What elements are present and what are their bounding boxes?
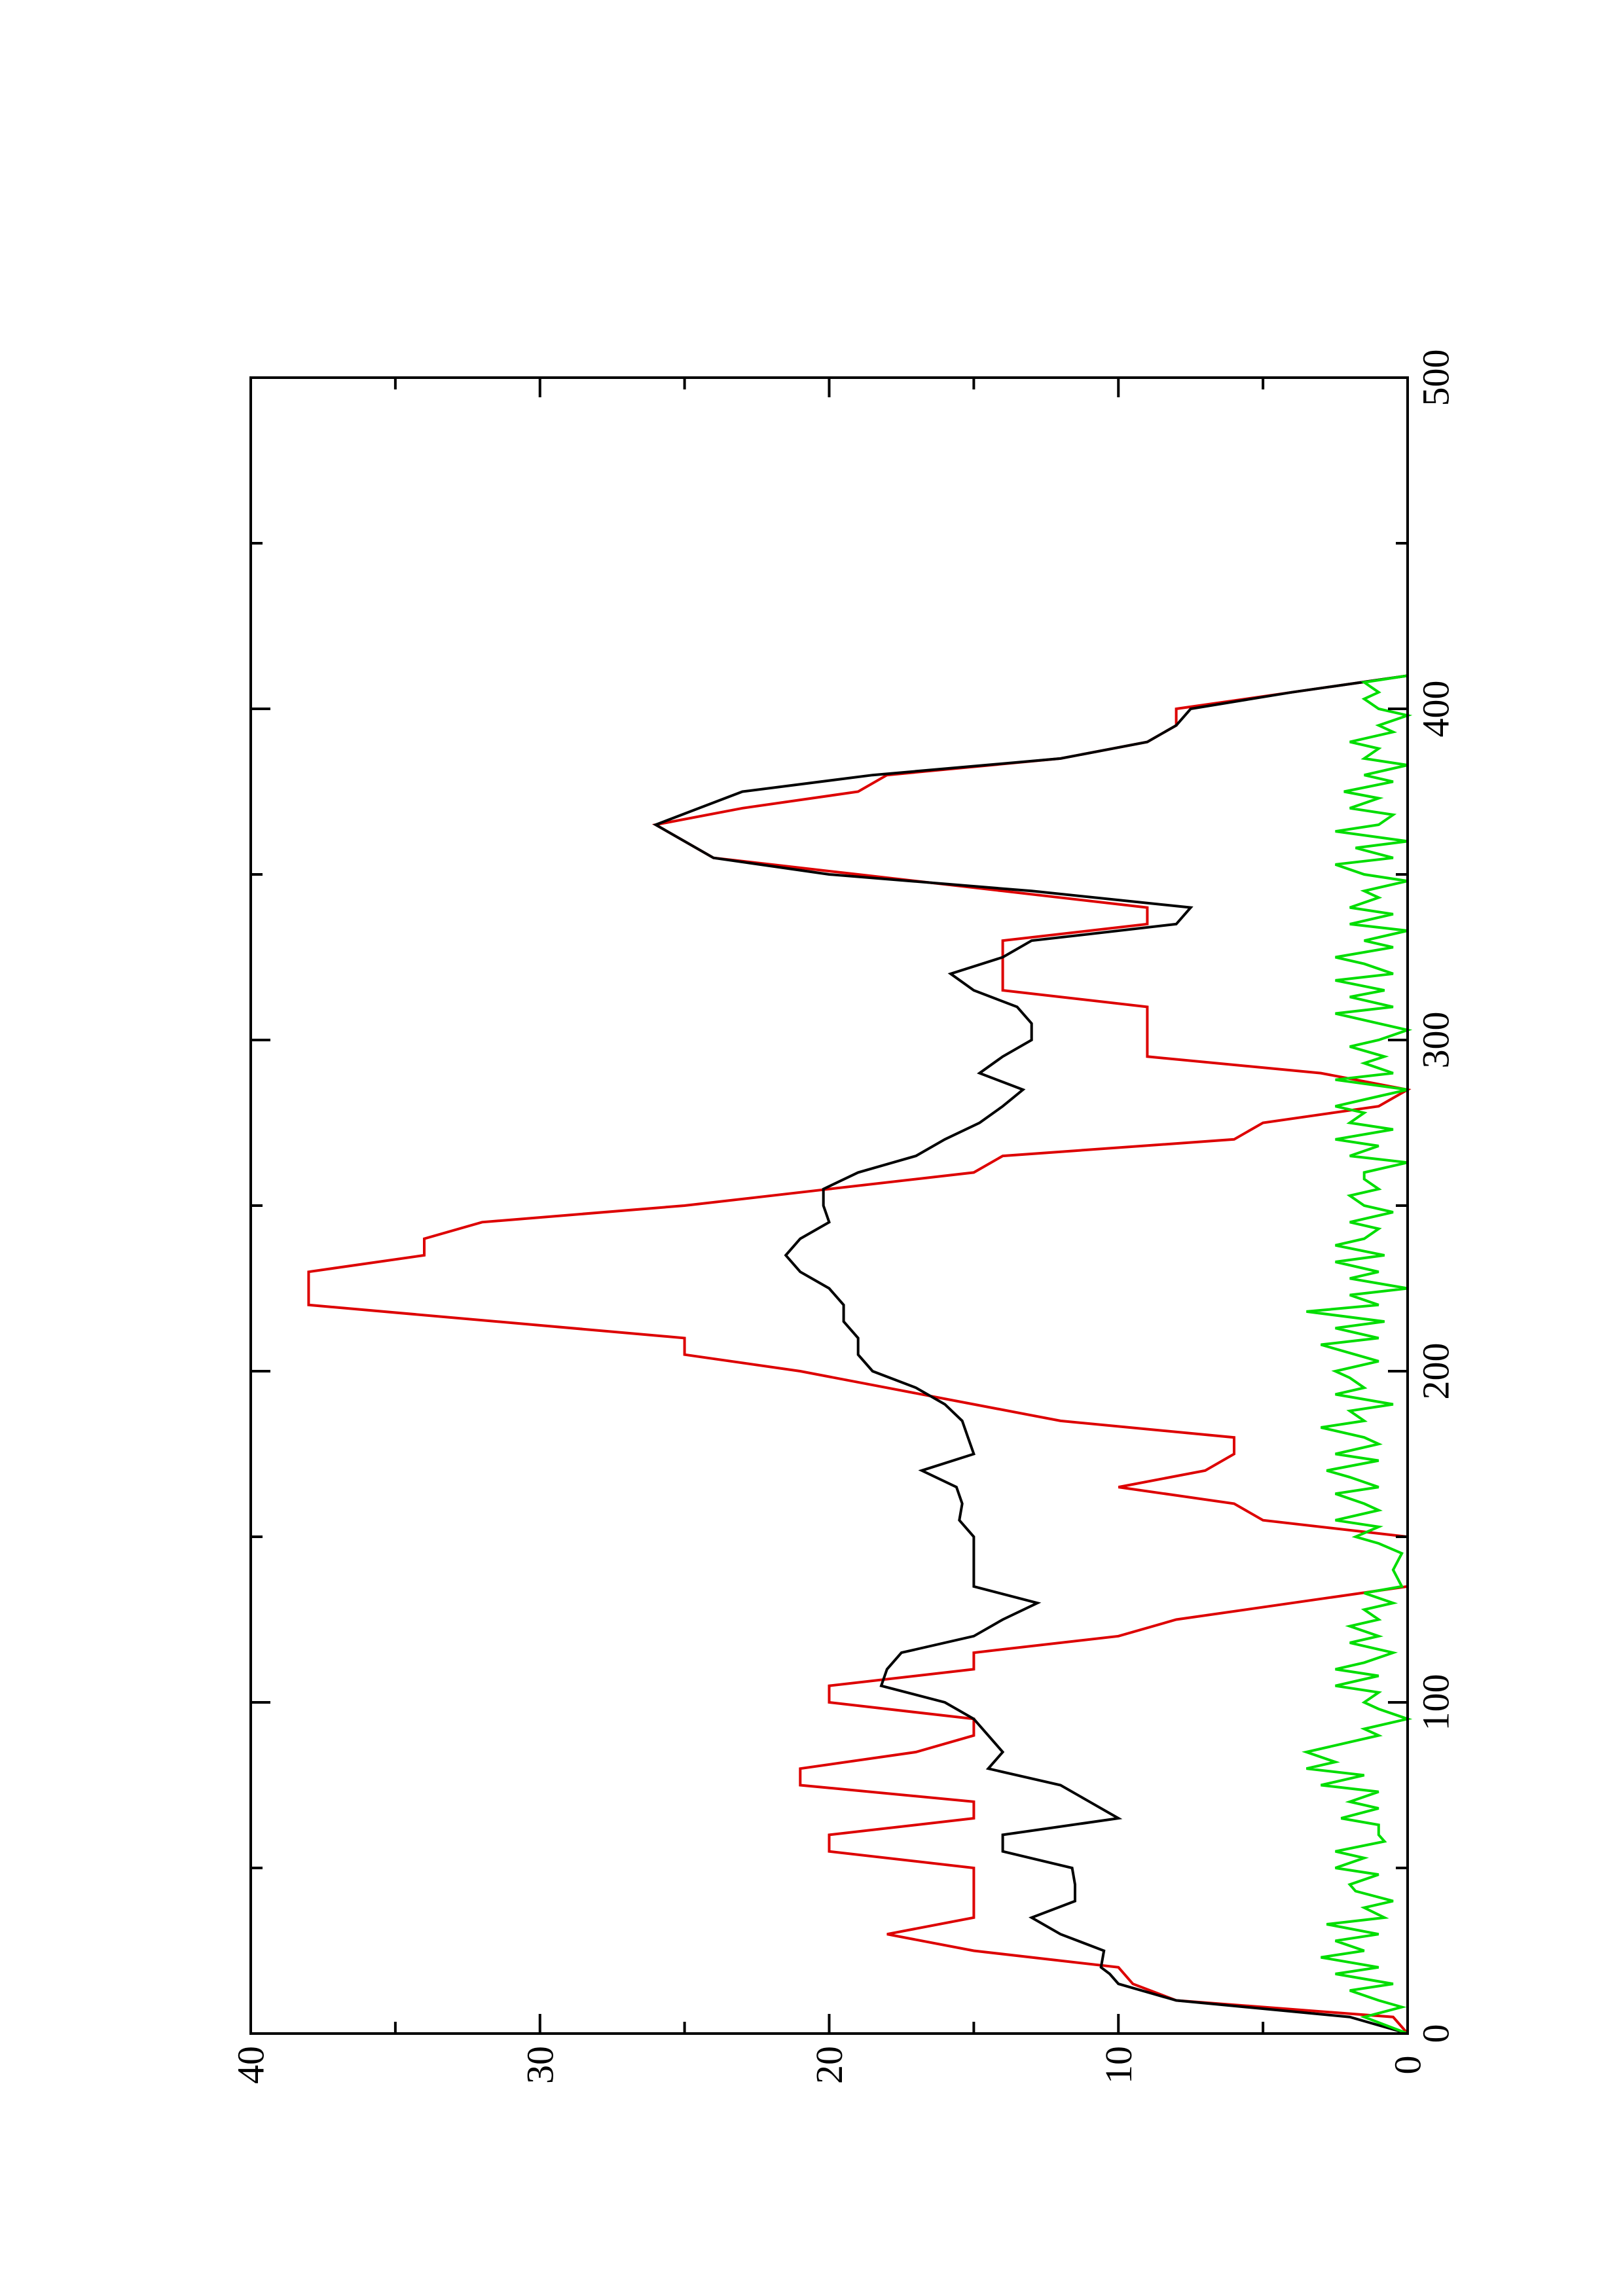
- series-line-1: [307, 674, 1412, 2035]
- y-tick-label: 0: [1387, 2056, 1429, 2075]
- series-line-3: [1302, 674, 1413, 2035]
- series-line-2: [652, 674, 1408, 2035]
- x-tick-label: 0: [1415, 2024, 1457, 2043]
- x-tick-label: 400: [1415, 681, 1457, 738]
- x-tick-label: 100: [1415, 1674, 1457, 1731]
- y-tick-label: 20: [808, 2046, 850, 2084]
- x-tick-label: 200: [1415, 1343, 1457, 1400]
- plot-frame: [249, 376, 1409, 2035]
- x-tick-label: 300: [1415, 1012, 1457, 1069]
- tick-label-layer: 0 100 200 300 400 500 0 10 20 30 40: [230, 350, 1457, 2085]
- x-tick-label: 500: [1415, 350, 1457, 406]
- y-tick-label: 30: [519, 2046, 561, 2084]
- series-layer: [307, 674, 1413, 2035]
- y-tick-label: 10: [1097, 2046, 1140, 2084]
- y-tick-label: 40: [230, 2046, 272, 2084]
- tick-layer: [249, 376, 1409, 2035]
